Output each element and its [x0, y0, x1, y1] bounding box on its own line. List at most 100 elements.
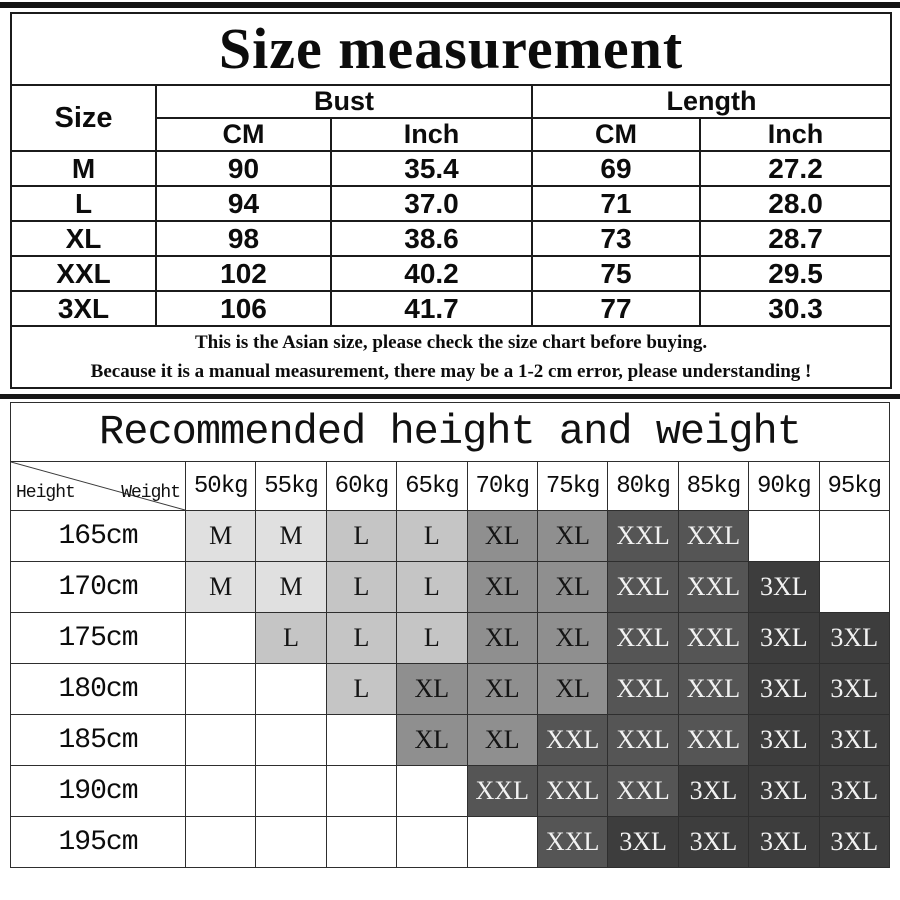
length-cm-value: 69 — [531, 150, 701, 187]
size-cell — [255, 714, 327, 766]
size-cell — [396, 765, 468, 817]
weight-header: 75kg — [536, 461, 609, 511]
size-label: XXL — [10, 255, 157, 292]
section-divider-bar — [0, 394, 900, 399]
size-cell: 3XL — [748, 765, 820, 817]
table-row: M 90 35.4 69 27.2 — [10, 150, 893, 187]
size-cell: XXL — [677, 510, 750, 562]
bust-cm-value: 98 — [155, 220, 332, 257]
length-inch-value: 28.0 — [698, 185, 893, 222]
size-cell — [184, 663, 257, 715]
size-cell: M — [184, 561, 257, 613]
size-cell — [396, 816, 468, 868]
length-inch-value: 29.5 — [698, 255, 893, 292]
bust-inch-value: 38.6 — [330, 220, 533, 257]
length-inch-value: 27.2 — [698, 150, 893, 187]
size-cell: 3XL — [818, 663, 891, 715]
recommended-height-weight-table: Recommended height and weight Height Wei… — [10, 402, 891, 868]
size-cell — [748, 510, 820, 562]
size-cell: 3XL — [748, 612, 820, 664]
bust-cm-value: 106 — [155, 290, 332, 327]
size-cell: L — [325, 561, 398, 613]
height-label: 165cm — [10, 510, 186, 562]
size-label: L — [10, 185, 157, 222]
size-cell: M — [184, 510, 257, 562]
size-cell — [325, 714, 398, 766]
size-cell — [184, 612, 257, 664]
bust-cm-value: 102 — [155, 255, 332, 292]
size-cell: XL — [536, 561, 609, 613]
bust-cm-value: 90 — [155, 150, 332, 187]
table-row: 175cm L L L XL XL XXL XXL 3XL 3XL — [10, 612, 891, 664]
weight-header: 50kg — [184, 461, 257, 511]
size-cell: XL — [536, 510, 609, 562]
recommend-title: Recommended height and weight — [99, 408, 802, 456]
table-row: 3XL 106 41.7 77 30.3 — [10, 290, 893, 327]
size-cell: XXL — [677, 612, 750, 664]
size-cell: XL — [396, 714, 468, 766]
size-column-header: Size — [10, 84, 157, 152]
bust-cm-header: CM — [155, 117, 332, 152]
size-cell: XL — [396, 663, 468, 715]
size-cell: L — [325, 612, 398, 664]
height-axis-label: Height — [16, 483, 76, 503]
size-note-cell: This is the Asian size, please check the… — [9, 325, 893, 389]
weight-header: 80kg — [607, 461, 679, 511]
height-label: 175cm — [10, 612, 186, 664]
size-cell: L — [255, 612, 327, 664]
weight-header: 95kg — [818, 461, 891, 511]
size-label: 3XL — [10, 290, 157, 327]
size-cell — [818, 561, 891, 613]
height-label: 195cm — [10, 816, 186, 868]
length-cm-value: 75 — [531, 255, 701, 292]
bust-inch-value: 40.2 — [330, 255, 533, 292]
height-label: 190cm — [10, 765, 186, 817]
size-cell — [184, 816, 257, 868]
size-cell: XXL — [607, 561, 679, 613]
size-cell: XXL — [677, 663, 750, 715]
size-cell: XL — [536, 663, 609, 715]
table-row: 170cm M M L L XL XL XXL XXL 3XL — [10, 561, 891, 613]
size-cell: M — [255, 510, 327, 562]
size-cell: XXL — [536, 765, 609, 817]
length-cm-value: 71 — [531, 185, 701, 222]
size-cell: L — [325, 663, 398, 715]
size-cell — [255, 663, 327, 715]
size-cell: 3XL — [677, 816, 750, 868]
size-cell: XXL — [607, 663, 679, 715]
size-cell: 3XL — [818, 612, 891, 664]
size-cell — [184, 714, 257, 766]
size-cell: 3XL — [748, 561, 820, 613]
size-cell: L — [396, 510, 468, 562]
size-label: M — [10, 150, 157, 187]
length-cm-value: 73 — [531, 220, 701, 257]
size-cell — [255, 816, 327, 868]
length-inch-value: 30.3 — [698, 290, 893, 327]
size-cell: XXL — [536, 816, 609, 868]
length-group-header: Length — [530, 84, 893, 119]
bust-cm-value: 94 — [155, 185, 332, 222]
weight-header: 65kg — [396, 461, 468, 511]
size-table-title-cell: Size measurement — [9, 12, 893, 86]
size-note-line-2: Because it is a manual measurement, ther… — [90, 361, 812, 382]
size-cell: XXL — [607, 612, 679, 664]
table-row: 165cm M M L L XL XL XXL XXL — [10, 510, 891, 562]
table-row: XXL 102 40.2 75 29.5 — [10, 255, 893, 292]
size-note-line-1: This is the Asian size, please check the… — [194, 331, 708, 353]
size-cell: XXL — [607, 510, 679, 562]
weight-header: 85kg — [677, 461, 750, 511]
weight-header: 70kg — [466, 461, 538, 511]
size-cell: XL — [466, 612, 538, 664]
height-label: 185cm — [10, 714, 186, 766]
size-measurement-table: Size measurement Size Bust Length CM Inc… — [9, 12, 893, 389]
height-label: 170cm — [10, 561, 186, 613]
table-row: 185cm XL XL XXL XXL XXL 3XL 3XL — [10, 714, 891, 766]
length-cm-value: 77 — [531, 290, 701, 327]
size-cell: XXL — [466, 765, 538, 817]
weight-header: 55kg — [255, 461, 327, 511]
size-cell: L — [325, 510, 398, 562]
size-cell: XL — [466, 510, 538, 562]
size-table-title: Size measurement — [218, 16, 684, 81]
size-cell — [184, 765, 257, 817]
size-cell: XL — [466, 561, 538, 613]
